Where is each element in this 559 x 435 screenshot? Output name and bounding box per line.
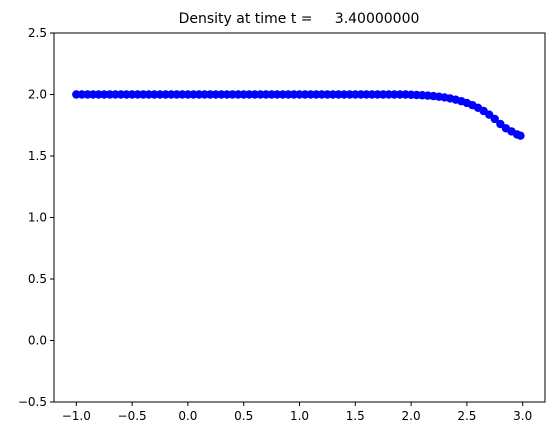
x-tick-label: 2.0 (402, 409, 421, 423)
y-tick-label: 2.5 (28, 26, 47, 40)
y-tick-label: 1.0 (28, 211, 47, 225)
x-tick-label: 2.5 (457, 409, 476, 423)
y-tick-label: −0.5 (18, 395, 47, 409)
x-tick-label: 0.5 (234, 409, 253, 423)
data-point (516, 131, 525, 140)
x-tick-label: 1.0 (290, 409, 309, 423)
x-tick-label: 3.0 (513, 409, 532, 423)
x-tick-label: −0.5 (118, 409, 147, 423)
data-point (490, 114, 499, 124)
y-tick-label: 0.5 (28, 272, 47, 286)
y-tick-label: 1.5 (28, 149, 47, 163)
y-tick-label: 2.0 (28, 88, 47, 102)
x-axis: −1.0 −0.5 0.0 0.5 1.0 1.5 2.0 2.5 3.0 (62, 402, 532, 423)
x-tick-label: 0.0 (178, 409, 197, 423)
x-tick-label: −1.0 (62, 409, 91, 423)
data-points (72, 90, 525, 140)
chart-title: Density at time t = 3.40000000 (179, 11, 420, 27)
y-tick-label: 0.0 (28, 334, 47, 348)
plot-area-frame (53, 32, 546, 403)
x-tick-label: 1.5 (346, 409, 365, 423)
y-axis: −0.5 0.0 0.5 1.0 1.5 2.0 2.5 (18, 26, 54, 409)
